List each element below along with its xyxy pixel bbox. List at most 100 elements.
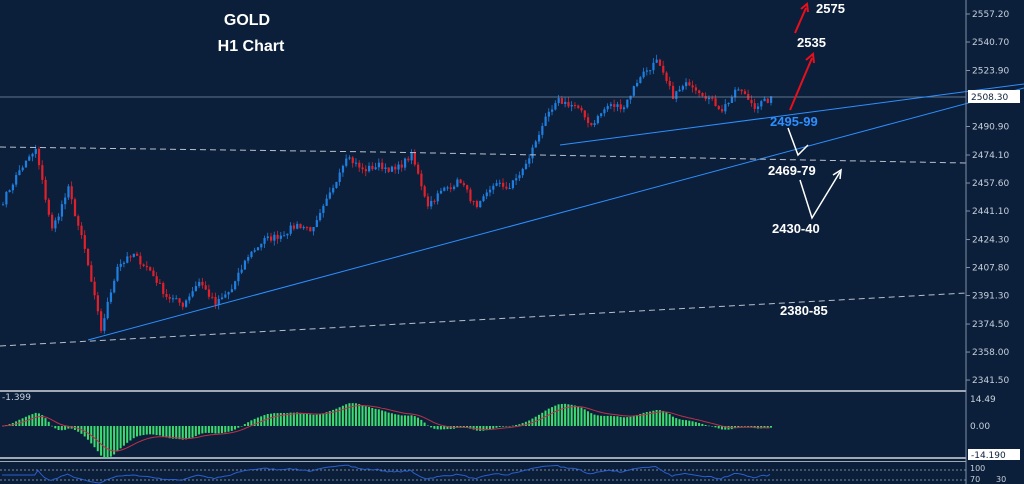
macd-histogram-bar xyxy=(387,412,390,426)
target-label-2575: 2575 xyxy=(816,1,845,16)
macd-histogram-bar xyxy=(492,426,495,429)
candle-body xyxy=(181,302,184,307)
candle-body xyxy=(734,89,737,98)
price-tick-label: 2374.50 xyxy=(972,320,1009,330)
macd-histogram-bar xyxy=(162,426,165,437)
candle-body xyxy=(178,298,181,303)
macd-histogram-bar xyxy=(681,419,684,426)
macd-histogram-bar xyxy=(224,426,227,433)
candle-body xyxy=(132,253,135,257)
candle-body xyxy=(175,298,178,300)
candle-body xyxy=(456,179,459,187)
macd-histogram-bar xyxy=(622,417,625,426)
macd-histogram-bar xyxy=(658,410,661,426)
macd-histogram-bar xyxy=(707,425,710,427)
candle-body xyxy=(698,90,701,94)
macd-histogram-bar xyxy=(407,415,410,426)
price-tick-label: 2407.80 xyxy=(972,264,1009,274)
macd-histogram-bar xyxy=(286,413,289,426)
macd-histogram-bar xyxy=(521,423,524,426)
candle-body xyxy=(328,192,332,199)
candle-body xyxy=(403,158,407,168)
macd-histogram-bar xyxy=(583,409,586,426)
candle-body xyxy=(665,72,668,81)
macd-histogram-bar xyxy=(338,407,341,426)
candle-body xyxy=(685,82,688,87)
macd-histogram-bar xyxy=(720,426,723,430)
macd-histogram-bar xyxy=(129,426,132,441)
candle-body xyxy=(436,193,439,202)
macd-histogram-bar xyxy=(619,416,622,426)
macd-histogram-bar xyxy=(145,426,148,435)
candle-body xyxy=(390,166,394,172)
candle-body xyxy=(420,173,423,187)
macd-tick-bottom: -14.190 xyxy=(971,451,1006,461)
candle-body xyxy=(312,226,315,232)
candle-body xyxy=(191,291,194,297)
macd-histogram-bar xyxy=(603,415,606,426)
candle-body xyxy=(707,97,711,100)
candle-body xyxy=(541,125,544,135)
macd-histogram-bar xyxy=(319,414,322,426)
macd-histogram-bar xyxy=(374,408,377,426)
macd-histogram-bar xyxy=(524,421,527,426)
candle-body xyxy=(482,196,485,202)
macd-histogram-bar xyxy=(90,426,93,444)
macd-histogram-bar xyxy=(714,426,717,428)
support-label-2430-40: 2430-40 xyxy=(772,221,820,236)
candle-body xyxy=(8,190,11,193)
candle-body xyxy=(528,158,531,164)
macd-histogram-bar xyxy=(207,426,210,433)
candle-body xyxy=(260,243,263,248)
candle-body xyxy=(319,212,322,221)
candle-body xyxy=(345,158,348,166)
macd-histogram-bar xyxy=(276,413,279,426)
macd-histogram-bar xyxy=(142,426,145,436)
macd-histogram-bar xyxy=(711,426,714,427)
candle-body xyxy=(335,181,338,188)
candles-layer xyxy=(2,54,773,334)
macd-histogram-bar xyxy=(636,414,639,426)
candle-body xyxy=(446,187,449,189)
candle-body xyxy=(577,105,580,108)
candle-body xyxy=(60,204,64,217)
macd-histogram-bar xyxy=(593,414,596,426)
price-tick-label: 2457.60 xyxy=(972,179,1009,189)
candle-body xyxy=(622,107,626,110)
candle-body xyxy=(619,104,622,110)
candle-body xyxy=(341,165,345,173)
candle-body xyxy=(113,280,116,293)
candle-body xyxy=(37,148,41,166)
support-label-2469-79: 2469-79 xyxy=(768,163,816,178)
candle-body xyxy=(269,236,273,241)
macd-histogram-bar xyxy=(462,426,465,428)
macd-panel xyxy=(1,403,772,458)
candle-body xyxy=(348,157,351,159)
macd-histogram-bar xyxy=(508,426,511,427)
candle-body xyxy=(194,286,198,292)
candle-body xyxy=(609,104,613,106)
panel-divider-macd xyxy=(0,390,966,392)
macd-histogram-bar xyxy=(175,426,178,439)
macd-histogram-bar xyxy=(132,426,135,439)
candle-body xyxy=(505,186,508,189)
macd-histogram-bar xyxy=(675,418,678,426)
rsi-tick-70: 70 xyxy=(970,475,980,484)
macd-histogram-bar xyxy=(645,412,648,426)
candle-body xyxy=(720,109,724,112)
candle-body xyxy=(100,311,103,331)
candle-body xyxy=(116,266,119,281)
price-tick-label: 2557.20 xyxy=(972,10,1009,20)
macd-histogram-bar xyxy=(51,425,54,427)
macd-histogram-bar xyxy=(292,412,295,426)
candle-body xyxy=(613,104,616,107)
candle-body xyxy=(135,253,139,256)
macd-histogram-bar xyxy=(371,407,374,426)
candle-body xyxy=(70,186,73,200)
candle-body xyxy=(681,86,684,90)
candle-body xyxy=(243,260,247,270)
candle-body xyxy=(354,162,358,164)
macd-histogram-bar xyxy=(116,426,119,452)
